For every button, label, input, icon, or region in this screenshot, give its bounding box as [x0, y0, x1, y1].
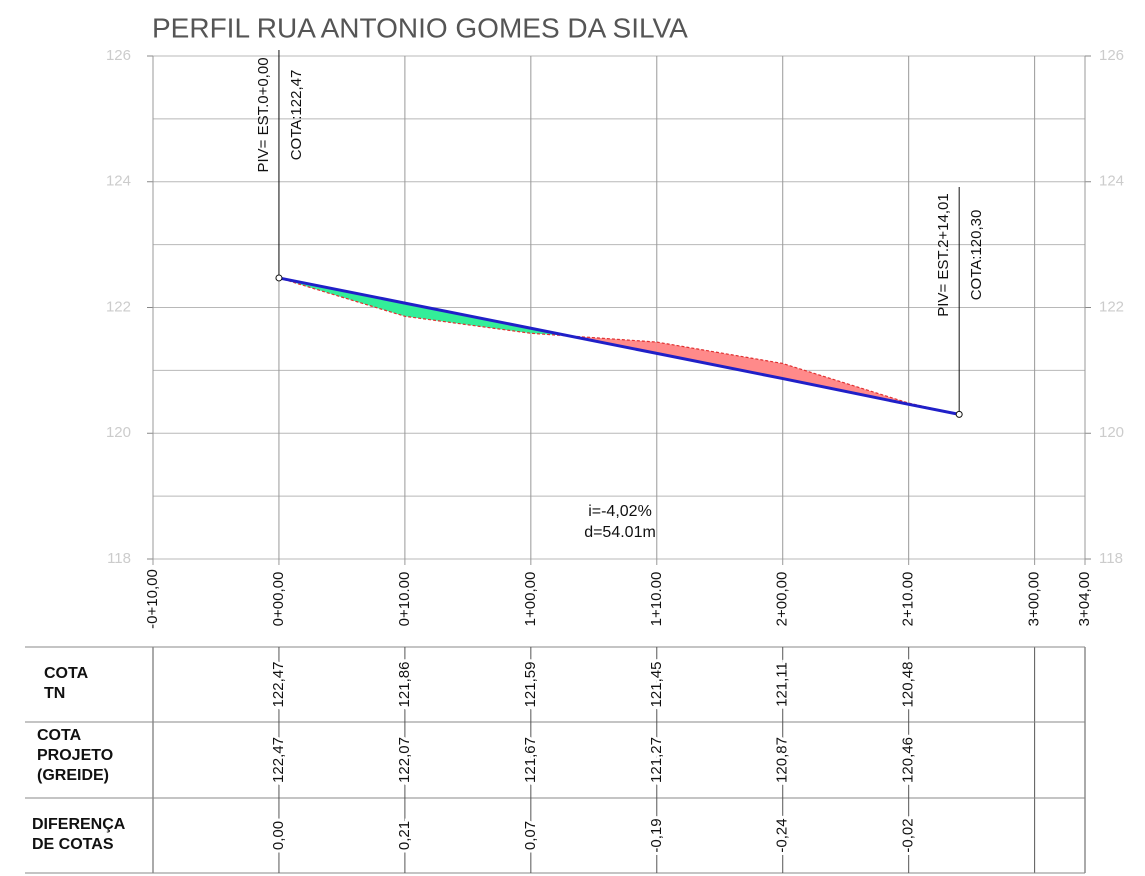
piv-cota: COTA:120,30 — [968, 210, 985, 301]
piv-label: PIV= EST.2+14,01 — [935, 193, 952, 316]
table-value: 121,11 — [774, 662, 791, 707]
y-tick-label: 120 — [1099, 424, 1124, 441]
x-tick-label: 1+10.00 — [648, 572, 665, 627]
table-value: 0,00 — [270, 821, 287, 850]
table-value: 122,47 — [270, 662, 287, 708]
x-tick-label: 0+10.00 — [396, 572, 413, 627]
x-tick-label: 3+00,00 — [1026, 572, 1043, 627]
slope-annotation: i=-4,02% — [588, 503, 652, 520]
table-value: 121,86 — [396, 662, 413, 708]
piv-point — [275, 274, 283, 282]
piv-label: PIV= EST.0+0,00 — [255, 57, 272, 172]
table-value: 0,07 — [522, 821, 539, 850]
row-label: DIFERENÇA DE COTAS — [32, 816, 126, 853]
cut-fill-area — [656, 342, 783, 379]
table-value: 120,46 — [900, 737, 917, 783]
x-tick-label: -0+10,00 — [144, 569, 161, 629]
y-tick-label: 126 — [106, 47, 131, 64]
design-line — [278, 276, 960, 416]
table-value: -0,24 — [774, 818, 791, 852]
x-tick-label: 0+00,00 — [270, 572, 287, 627]
table-value: -0,02 — [900, 818, 917, 852]
table-value: -0,19 — [648, 818, 665, 852]
x-tick-label: 3+04,00 — [1076, 572, 1093, 627]
y-tick-label: 122 — [106, 298, 131, 315]
distance-annotation: d=54.01m — [584, 524, 656, 541]
piv-point — [955, 410, 963, 418]
y-tick-label: 126 — [1099, 47, 1124, 64]
terrain-line — [278, 277, 960, 415]
table-value: 120,87 — [774, 737, 791, 783]
row-label: COTA TN — [44, 665, 89, 702]
y-tick-label: 118 — [107, 550, 131, 567]
table-value: 121,67 — [522, 737, 539, 783]
y-tick-label: 118 — [1099, 550, 1123, 567]
table-value: 0,21 — [396, 821, 413, 850]
table-value: 121,59 — [522, 662, 539, 708]
table-value: 121,45 — [648, 662, 665, 708]
row-label: COTA PROJETO (GREIDE) — [37, 727, 114, 784]
piv-cota: COTA:122,47 — [288, 70, 305, 161]
x-tick-label: 2+10.00 — [900, 572, 917, 627]
y-tick-label: 122 — [1099, 298, 1124, 315]
table-value: 122,47 — [270, 737, 287, 783]
y-tick-label: 124 — [1099, 173, 1124, 190]
x-tick-label: 1+00,00 — [522, 572, 539, 627]
y-tick-label: 120 — [106, 424, 131, 441]
chart-title: PERFIL RUA ANTONIO GOMES DA SILVA — [152, 12, 688, 43]
x-tick-label: 2+00,00 — [774, 572, 791, 627]
table-value: 122,07 — [396, 737, 413, 783]
y-tick-label: 124 — [106, 173, 131, 190]
table-value: 120,48 — [900, 662, 917, 708]
table-value: 121,27 — [648, 737, 665, 783]
